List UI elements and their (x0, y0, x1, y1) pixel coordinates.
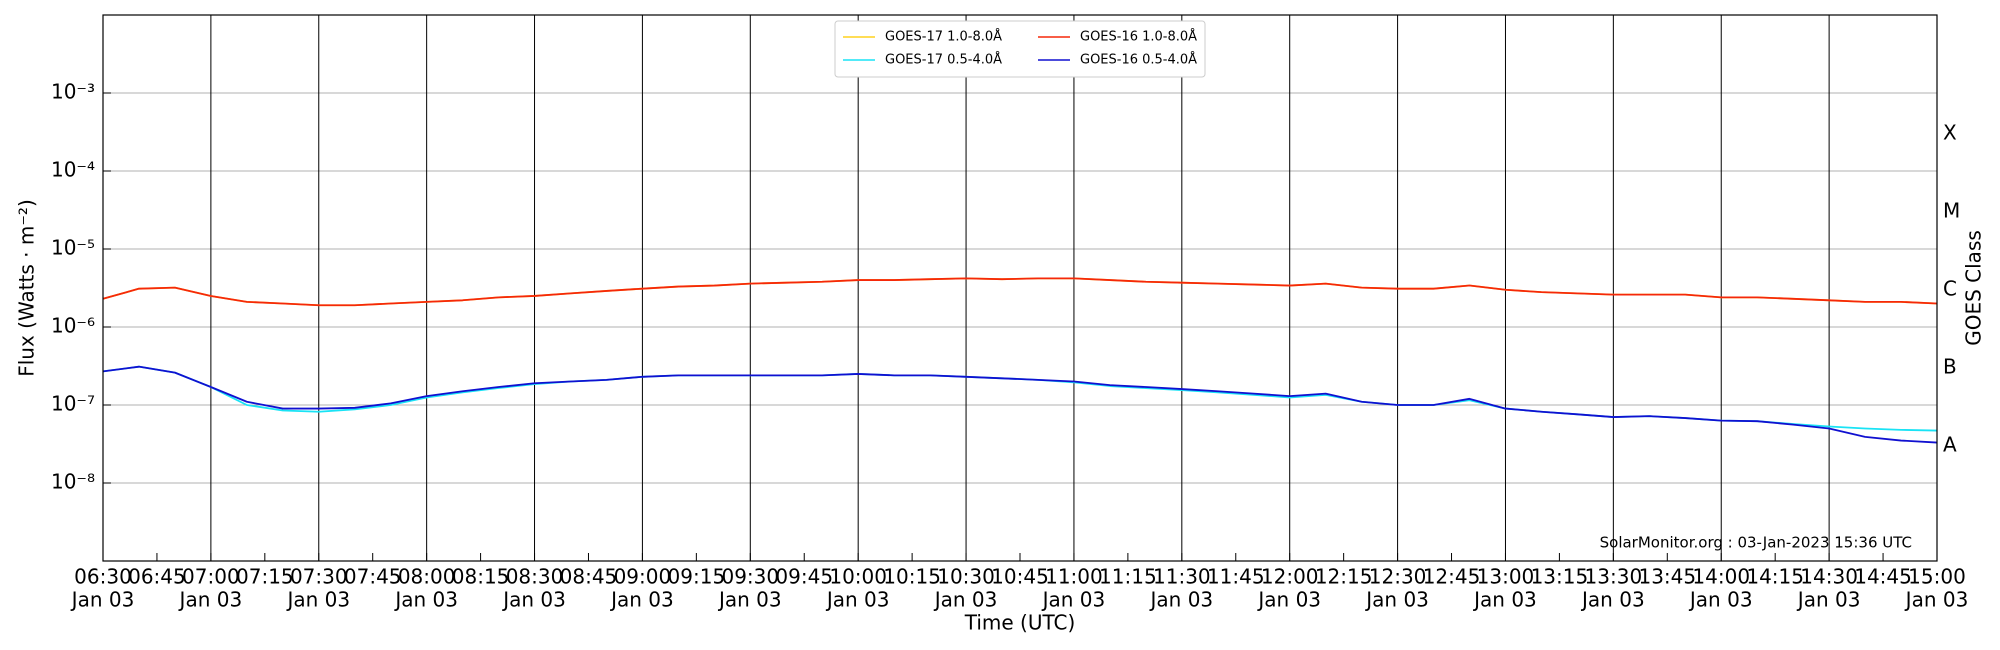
x-tick-label: Jan 03 (1256, 588, 1321, 612)
x-tick-label: 06:45 (128, 565, 186, 589)
x-tick-label: 09:45 (775, 565, 833, 589)
y-tick-label: 10⁻⁷ (51, 392, 95, 416)
x-tick-label: Jan 03 (933, 588, 998, 612)
y-tick-label: 10⁻⁶ (51, 314, 95, 338)
x-tick-label: 11:30 (1153, 565, 1211, 589)
x-tick-label: 09:15 (668, 565, 726, 589)
y2-tick-label: B (1943, 354, 1957, 378)
x-tick-label: 10:00 (829, 565, 887, 589)
x-tick-label: 09:00 (614, 565, 672, 589)
x-tick-label: 10:30 (937, 565, 995, 589)
plot-frame (102, 14, 1938, 562)
series-line (102, 365, 1938, 444)
annotation: SolarMonitor.org : 03-Jan-2023 15:36 UTC (1600, 534, 1912, 552)
x-tick-label: 13:30 (1585, 565, 1643, 589)
x-tick-label: 07:45 (344, 565, 402, 589)
x-tick-label: 11:15 (1099, 565, 1157, 589)
x-tick-label: Jan 03 (1149, 588, 1214, 612)
y-tick-label: 10⁻⁴ (51, 158, 95, 182)
x-tick-label: Jan 03 (1796, 588, 1861, 612)
x-tick-label: 10:15 (883, 565, 941, 589)
x-tick-label: 12:15 (1315, 565, 1373, 589)
x-tick-label: 11:45 (1207, 565, 1265, 589)
x-tick-label: 14:00 (1692, 565, 1750, 589)
x-tick-label: 07:00 (182, 565, 240, 589)
x-tick-label: 08:00 (398, 565, 456, 589)
x-tick-label: Jan 03 (1688, 588, 1753, 612)
y2-tick-label: C (1943, 276, 1957, 300)
y2-axis-label: GOES Class (1962, 230, 1986, 346)
x-tick-label: 14:30 (1800, 565, 1858, 589)
x-axis-label: Time (UTC) (964, 611, 1076, 635)
y-tick-label: 10⁻⁵ (51, 236, 95, 260)
x-tick-label: 10:45 (991, 565, 1049, 589)
x-tick-label: 08:30 (506, 565, 564, 589)
y2-tick-label: M (1943, 198, 1960, 222)
y-tick-label: 10⁻³ (51, 80, 95, 104)
x-tick-label: Jan 03 (393, 588, 458, 612)
x-tick-label: 11:00 (1045, 565, 1103, 589)
x-tick-label: Jan 03 (1041, 588, 1106, 612)
x-tick-label: 15:00 (1908, 565, 1966, 589)
x-tick-label: 14:15 (1746, 565, 1804, 589)
x-tick-label: 12:30 (1369, 565, 1427, 589)
y-axis-label: Flux (Watts · m⁻²) (15, 199, 39, 377)
legend-label: GOES-16 0.5-4.0Å (1080, 52, 1197, 68)
y2-tick-label: A (1943, 432, 1957, 456)
x-tick-label: Jan 03 (285, 588, 350, 612)
x-tick-label: 13:00 (1477, 565, 1535, 589)
x-tick-label: Jan 03 (717, 588, 782, 612)
legend-box (834, 20, 1206, 78)
legend-label: GOES-16 1.0-8.0Å (1080, 29, 1197, 45)
legend-label: GOES-17 1.0-8.0Å (885, 29, 1002, 45)
x-tick-label: 08:45 (560, 565, 618, 589)
x-tick-label: Jan 03 (1580, 588, 1645, 612)
x-tick-label: Jan 03 (1472, 588, 1537, 612)
x-tick-label: 06:30 (74, 565, 132, 589)
x-tick-label: 13:45 (1638, 565, 1696, 589)
y-tick-label: 10⁻⁸ (51, 470, 95, 494)
x-tick-label: Jan 03 (1364, 588, 1429, 612)
y2-tick-label: X (1943, 120, 1957, 144)
x-tick-label: Jan 03 (70, 588, 135, 612)
x-tick-label: 12:45 (1423, 565, 1481, 589)
x-tick-label: 09:30 (721, 565, 779, 589)
x-tick-label: 13:15 (1531, 565, 1589, 589)
x-tick-label: 14:45 (1854, 565, 1912, 589)
x-tick-label: Jan 03 (825, 588, 890, 612)
legend-label: GOES-17 0.5-4.0Å (885, 52, 1002, 68)
x-tick-label: 12:00 (1261, 565, 1319, 589)
x-tick-label: 07:15 (236, 565, 294, 589)
x-tick-label: Jan 03 (501, 588, 566, 612)
x-tick-label: 07:30 (290, 565, 348, 589)
x-tick-label: Jan 03 (609, 588, 674, 612)
x-tick-label: 08:15 (452, 565, 510, 589)
x-tick-label: Jan 03 (178, 588, 243, 612)
series-line (102, 277, 1938, 307)
x-tick-label: Jan 03 (1904, 588, 1969, 612)
